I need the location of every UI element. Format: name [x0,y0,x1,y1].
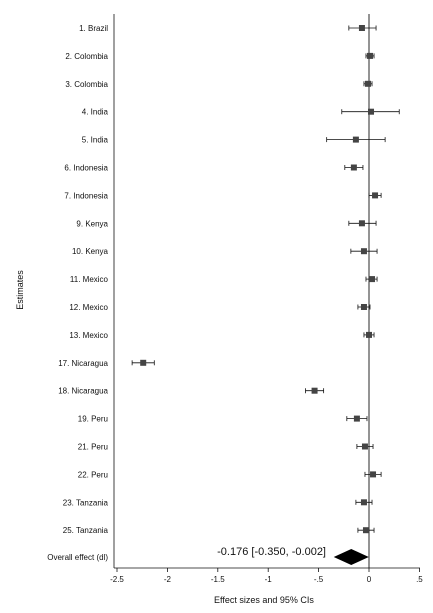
study-label: 6. Indonesia [64,164,108,173]
overall-effect-ci-text: -0.176 [-0.350, -0.002] [217,546,326,558]
study-label: 11. Mexico [70,275,109,284]
point-estimate-marker [358,25,365,31]
study-label: 25. Tanzania [63,526,109,535]
point-estimate-marker [360,499,367,506]
study-label: 10. Kenya [72,247,109,256]
study-label: 21. Peru [78,443,108,452]
overall-effect-diamond [333,549,369,565]
study-row: 18. Nicaragua [58,387,325,396]
x-tick-label: -1.5 [211,575,225,584]
study-label: 17. Nicaragua [58,359,108,368]
study-label: 23. Tanzania [63,498,109,507]
study-label: 13. Mexico [69,331,108,340]
point-estimate-marker [360,304,367,310]
study-row: 2. Colombia [65,52,375,61]
study-row: 17. Nicaragua [58,359,155,368]
point-estimate-marker [360,248,367,255]
point-estimate-marker [369,276,376,283]
x-tick-label: -2.5 [110,575,124,584]
plot-frame [113,14,370,568]
x-axis: -2.5 -2 -1.5 -1 -.5 0 .5 [110,567,423,584]
point-estimate-marker [352,136,359,143]
study-row: 7. Indonesia [64,191,382,200]
study-row: 3. Colombia [65,80,373,89]
study-rows: 1. Brazil 2. Colombia 3. Colombia 4. India 5… [58,24,400,535]
study-row: 12. Mexico [69,303,371,312]
study-row: 13. Mexico [69,331,375,340]
y-axis-title: Estimates [15,270,25,310]
point-estimate-marker [372,192,379,199]
study-row: 25. Tanzania [63,526,375,535]
x-tick-label: 0 [367,575,372,584]
study-label: 18. Nicaragua [58,387,108,396]
overall-effect: Overall effect (dl) -0.176 [-0.350, -0.0… [47,546,369,565]
study-row: 1. Brazil [79,24,377,33]
study-row: 6. Indonesia [64,164,364,173]
study-label: 12. Mexico [69,303,108,312]
point-estimate-marker [368,108,375,115]
point-estimate-marker [366,331,372,338]
point-estimate-marker [311,387,318,394]
point-estimate-marker [364,80,371,87]
point-estimate-marker [362,527,369,534]
study-row: 9. Kenya [76,219,377,228]
study-label: 4. India [82,108,109,117]
point-estimate-marker [370,471,377,478]
x-tick-label: -1 [265,575,273,584]
study-label: 2. Colombia [65,52,108,61]
study-label: 19. Peru [78,415,108,424]
study-row: 11. Mexico [70,275,378,284]
point-estimate-marker [353,415,360,422]
point-estimate-marker [350,164,357,171]
study-label: 5. India [82,136,109,145]
study-row: 5. India [82,136,386,145]
study-row: 10. Kenya [72,247,378,256]
overall-effect-label: Overall effect (dl) [47,553,108,562]
point-estimate-marker [358,220,365,227]
study-label: 22. Peru [78,470,108,479]
x-tick-label: -2 [164,575,172,584]
study-row: 22. Peru [78,470,382,479]
x-tick-label: -.5 [314,575,324,584]
study-row: 21. Peru [78,443,374,452]
x-tick-label: .5 [416,575,423,584]
study-label: 9. Kenya [76,219,108,228]
study-row: 23. Tanzania [63,498,373,507]
point-estimate-marker [367,52,374,59]
study-label: 7. Indonesia [64,191,108,200]
x-axis-title: Effect sizes and 95% CIs [214,595,314,605]
point-estimate-marker [361,443,368,450]
point-estimate-marker [140,359,147,366]
study-row: 4. India [82,108,400,117]
study-label: 3. Colombia [65,80,108,89]
study-label: 1. Brazil [79,24,108,33]
study-row: 19. Peru [78,415,368,424]
